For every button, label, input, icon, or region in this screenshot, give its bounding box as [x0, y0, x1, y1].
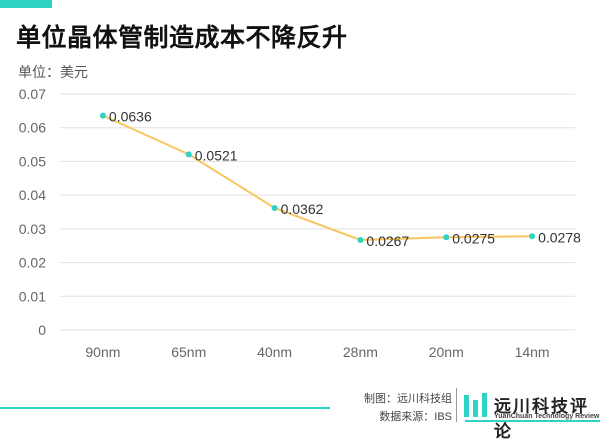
yuanchuan-logo-icon [464, 393, 487, 417]
data-point [529, 233, 536, 240]
data-point [443, 234, 450, 241]
data-label: 0.0267 [366, 233, 409, 249]
y-tick-label: 0 [38, 322, 46, 338]
y-tick-label: 0.01 [19, 288, 46, 304]
data-point [99, 112, 106, 119]
y-tick-label: 0.02 [19, 255, 46, 271]
accent-tab [0, 0, 52, 8]
x-tick-label: 65nm [171, 344, 206, 360]
x-tick-label: 40nm [257, 344, 292, 360]
footer-separator [456, 388, 457, 422]
data-label: 0.0636 [109, 109, 152, 125]
y-tick-label: 0.07 [19, 86, 46, 102]
data-source: 数据来源：IBS [379, 411, 452, 423]
x-tick-label: 20nm [429, 344, 464, 360]
footer-divider [0, 407, 330, 409]
chart-title: 单位晶体管制造成本不降反升 [16, 24, 348, 52]
data-label: 0.0362 [281, 201, 324, 217]
x-tick-label: 28nm [343, 344, 378, 360]
data-label: 0.0275 [452, 230, 495, 246]
data-point [271, 204, 278, 211]
brand-logo-text: 远川科技评论 [494, 397, 589, 441]
y-tick-label: 0.06 [19, 120, 46, 136]
x-tick-label: 14nm [515, 344, 550, 360]
x-tick-label: 90nm [85, 344, 120, 360]
data-label: 0.0521 [195, 147, 238, 163]
brand-logo-subtitle: YuanChuan Technology Review [494, 413, 600, 420]
y-tick-label: 0.03 [19, 221, 46, 237]
data-point [185, 151, 192, 158]
data-label: 0.0278 [538, 229, 581, 245]
unit-label: 单位：美元 [18, 64, 88, 80]
chart-credit: 制图：远川科技组 [364, 393, 452, 405]
data-point [357, 236, 364, 243]
y-tick-label: 0.04 [19, 187, 46, 203]
series-line [102, 114, 533, 241]
y-tick-label: 0.05 [19, 153, 46, 169]
footer-divider-right [465, 420, 600, 422]
